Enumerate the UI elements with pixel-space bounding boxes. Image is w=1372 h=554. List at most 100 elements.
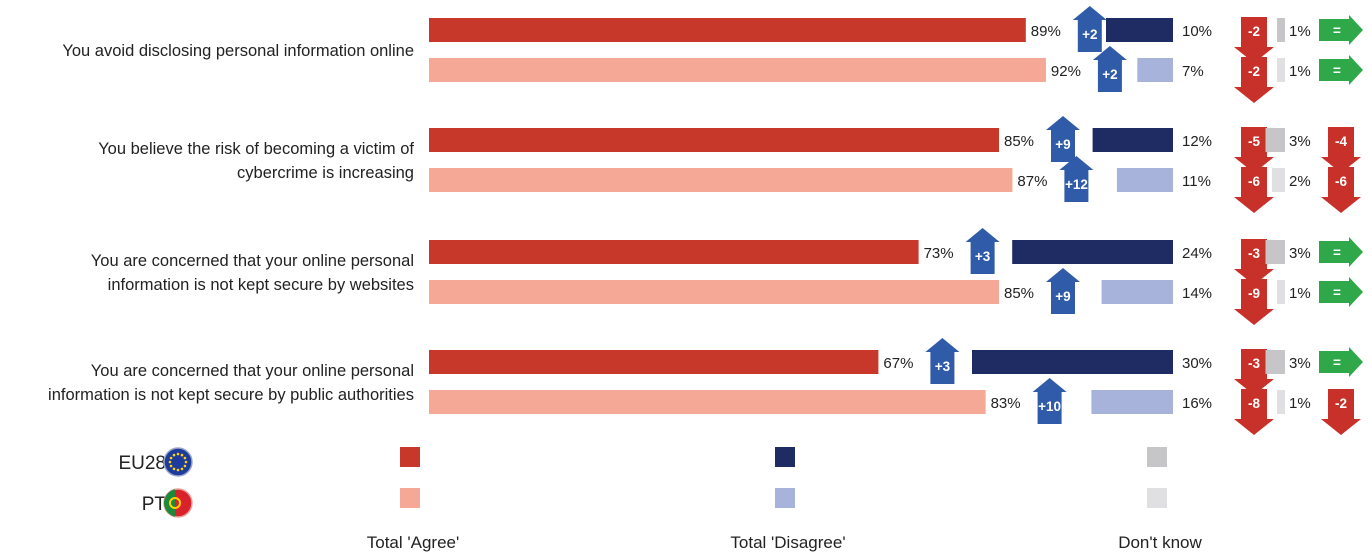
legend-series-label: Don't know bbox=[1118, 533, 1202, 552]
change-label: +2 bbox=[1102, 67, 1117, 82]
down-arrow-icon bbox=[1234, 279, 1274, 325]
disagree-value-label: 10% bbox=[1182, 23, 1212, 40]
category-label: information is not kept secure by public… bbox=[48, 386, 414, 404]
agree-change-marker: +12 bbox=[1059, 156, 1094, 202]
agree-value-label: 73% bbox=[924, 245, 954, 262]
category-label: You are concerned that your online perso… bbox=[91, 362, 414, 380]
change-label: +9 bbox=[1055, 289, 1070, 304]
agree-value-label: 92% bbox=[1051, 63, 1081, 80]
disagree-change-marker: -5 bbox=[1234, 127, 1274, 173]
dontknow-value-label: 1% bbox=[1289, 63, 1311, 80]
legend-group-label: PT bbox=[142, 494, 167, 515]
change-label: +12 bbox=[1065, 177, 1088, 192]
change-label: = bbox=[1333, 23, 1341, 38]
dontknow-bar bbox=[1265, 240, 1285, 264]
dontknow-value-label: 1% bbox=[1289, 23, 1311, 40]
dontknow-value-label: 3% bbox=[1289, 245, 1311, 262]
agree-bar bbox=[429, 280, 999, 304]
disagree-change-marker: -2 bbox=[1234, 17, 1274, 63]
change-label: -2 bbox=[1248, 64, 1260, 79]
agree-value-label: 83% bbox=[991, 395, 1021, 412]
up-arrow-icon bbox=[1046, 268, 1080, 314]
agree-bar bbox=[429, 18, 1026, 42]
change-label: +3 bbox=[975, 249, 991, 264]
change-label: -4 bbox=[1335, 134, 1347, 149]
agree-bar bbox=[429, 58, 1046, 82]
agree-change-marker: +3 bbox=[965, 228, 1000, 274]
up-arrow-icon bbox=[925, 338, 960, 384]
disagree-value-label: 12% bbox=[1182, 133, 1212, 150]
disagree-value-label: 24% bbox=[1182, 245, 1212, 262]
up-arrow-icon bbox=[1032, 378, 1067, 424]
agree-value-label: 89% bbox=[1031, 23, 1061, 40]
dontknow-change-marker: = bbox=[1319, 237, 1363, 267]
dontknow-change-marker: -4 bbox=[1321, 127, 1361, 173]
eu-star bbox=[184, 460, 188, 464]
eu-star bbox=[176, 452, 180, 456]
disagree-value-label: 30% bbox=[1182, 355, 1212, 372]
disagree-value-label: 7% bbox=[1182, 63, 1204, 80]
agree-bar bbox=[429, 350, 879, 374]
disagree-change-marker: -8 bbox=[1234, 389, 1274, 435]
eu-star bbox=[169, 464, 173, 468]
equal-arrow-icon bbox=[1319, 237, 1363, 267]
up-arrow-icon bbox=[1059, 156, 1094, 202]
eu-star bbox=[169, 456, 173, 460]
dontknow-change-marker: -6 bbox=[1321, 167, 1361, 213]
category-label: You are concerned that your online perso… bbox=[91, 252, 414, 270]
disagree-bar bbox=[1106, 18, 1173, 42]
disagree-change-marker: -2 bbox=[1234, 57, 1274, 103]
dontknow-change-marker: -2 bbox=[1321, 389, 1361, 435]
category-label: information is not kept secure by websit… bbox=[108, 276, 414, 294]
disagree-bar bbox=[1092, 128, 1173, 152]
dontknow-bar bbox=[1265, 128, 1285, 152]
change-label: +2 bbox=[1082, 27, 1097, 42]
eu-star bbox=[172, 467, 176, 471]
down-arrow-icon bbox=[1234, 127, 1274, 173]
dontknow-bar bbox=[1277, 18, 1285, 42]
change-label: -3 bbox=[1248, 356, 1260, 371]
change-label: +10 bbox=[1038, 399, 1061, 414]
agree-bar bbox=[429, 168, 1013, 192]
disagree-bar bbox=[1116, 168, 1173, 192]
dontknow-change-marker: = bbox=[1319, 55, 1363, 85]
agree-value-label: 85% bbox=[1004, 133, 1034, 150]
legend-group-label: EU28 bbox=[118, 453, 166, 474]
change-label: = bbox=[1333, 285, 1341, 300]
legend-swatch bbox=[775, 488, 795, 508]
agree-bar bbox=[429, 240, 919, 264]
eu-star bbox=[168, 460, 172, 464]
agree-change-marker: +2 bbox=[1092, 46, 1127, 92]
dontknow-value-label: 3% bbox=[1289, 133, 1311, 150]
legend-swatch bbox=[400, 447, 420, 467]
change-label: -2 bbox=[1248, 24, 1260, 39]
change-label: +3 bbox=[935, 359, 951, 374]
category-label: cybercrime is increasing bbox=[237, 164, 414, 182]
change-label: -3 bbox=[1248, 246, 1260, 261]
disagree-value-label: 16% bbox=[1182, 395, 1212, 412]
agree-change-marker: +9 bbox=[1046, 268, 1080, 314]
dontknow-bar bbox=[1277, 390, 1285, 414]
legend-series-label: Total 'Disagree' bbox=[730, 533, 845, 552]
legend-swatch bbox=[775, 447, 795, 467]
legend-swatch bbox=[400, 488, 420, 508]
change-label: -9 bbox=[1248, 286, 1260, 301]
change-label: -6 bbox=[1335, 174, 1347, 189]
dontknow-value-label: 2% bbox=[1289, 173, 1311, 190]
disagree-change-marker: -6 bbox=[1234, 167, 1274, 213]
legend-swatch bbox=[1147, 488, 1167, 508]
dontknow-bar bbox=[1277, 58, 1285, 82]
dontknow-value-label: 1% bbox=[1289, 285, 1311, 302]
agree-change-marker: +3 bbox=[925, 338, 960, 384]
eu-star bbox=[172, 453, 176, 457]
agree-value-label: 85% bbox=[1004, 285, 1034, 302]
down-arrow-icon bbox=[1234, 389, 1274, 435]
disagree-value-label: 14% bbox=[1182, 285, 1212, 302]
down-arrow-icon bbox=[1321, 127, 1361, 173]
dontknow-change-marker: = bbox=[1319, 347, 1363, 377]
agree-bar bbox=[429, 390, 986, 414]
change-label: -6 bbox=[1248, 174, 1260, 189]
eu-flag-icon bbox=[163, 447, 193, 477]
change-label: -5 bbox=[1248, 134, 1260, 149]
agree-value-label: 87% bbox=[1017, 173, 1047, 190]
